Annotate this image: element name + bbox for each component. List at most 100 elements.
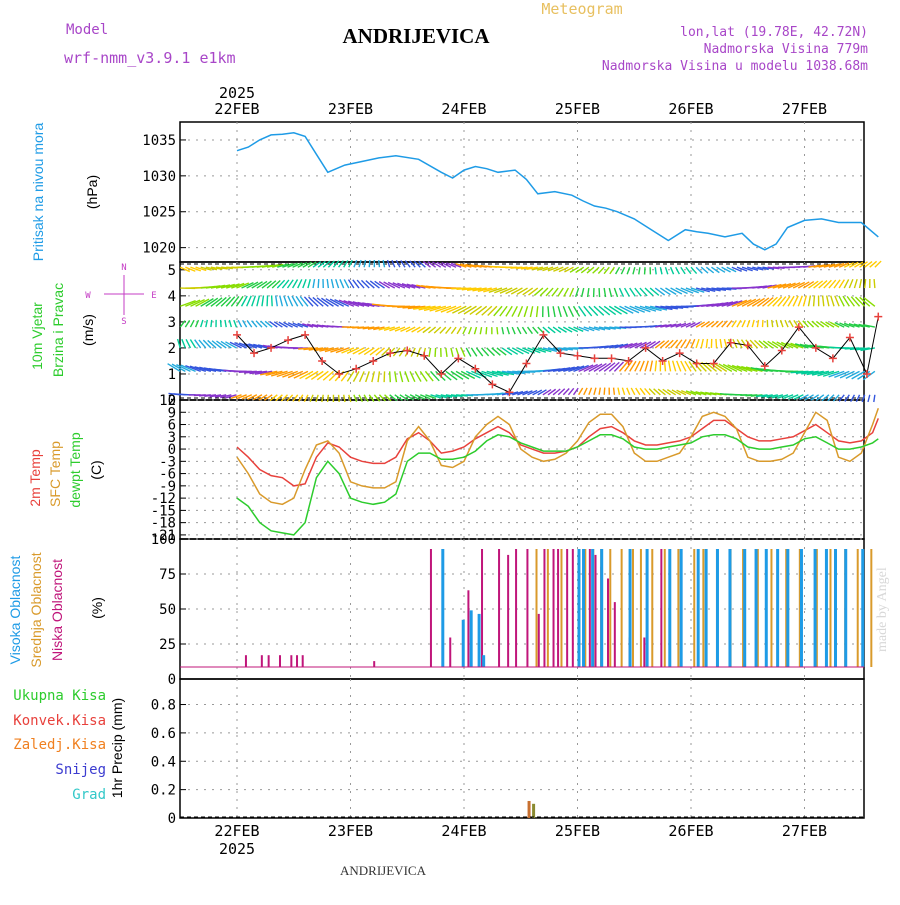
cloud-bar	[651, 549, 653, 667]
wind-barb	[344, 395, 345, 402]
cloud-bar	[770, 549, 772, 667]
wind-barb	[614, 388, 615, 395]
wind-speed-marker	[318, 357, 326, 365]
sfc-ylabel: SFC Temp	[47, 441, 63, 507]
cloud-bar	[430, 549, 432, 667]
cloud-bar	[643, 638, 645, 668]
cloud-bar	[279, 655, 281, 667]
cloud-bar	[566, 549, 568, 667]
wind-barb	[627, 388, 630, 395]
wind-barb	[185, 320, 189, 327]
cloud-bar	[660, 549, 662, 667]
wind-barb	[622, 388, 624, 395]
wind-barb	[486, 327, 487, 334]
wind-barb	[757, 320, 758, 327]
cloud-bar	[543, 549, 545, 667]
wind-barb	[225, 320, 226, 327]
wind-barb	[691, 267, 697, 273]
wind-barb	[369, 260, 370, 267]
wind-barb	[701, 339, 703, 348]
series-line-2m-temp	[237, 418, 878, 486]
wind-ylabel-2: Brzina i Pravac	[50, 283, 66, 377]
compass-west: W	[85, 291, 91, 301]
wind-barb	[863, 371, 874, 379]
cloud-bar	[582, 549, 585, 667]
wind-barb	[435, 348, 436, 357]
wind-barb	[665, 288, 676, 294]
wind-barb	[276, 296, 278, 307]
cloud-bar	[536, 549, 538, 667]
wind-barb	[860, 279, 862, 288]
wind-barb	[696, 339, 699, 348]
day-label-bottom: 27FEB	[782, 822, 827, 840]
wind-barb	[716, 339, 717, 348]
wind-barb	[742, 320, 745, 327]
wind-barb	[610, 267, 615, 274]
cloud-bar	[697, 549, 700, 667]
cloud-bar	[857, 549, 859, 667]
wind-unit: (m/s)	[80, 314, 96, 346]
wind-barb	[383, 260, 384, 267]
wind-barb	[772, 320, 773, 327]
cloud-bar	[538, 614, 540, 667]
wind-barb	[201, 320, 203, 327]
compass-east: E	[151, 291, 156, 301]
wind-barb	[621, 267, 624, 274]
wind-barb	[446, 371, 457, 379]
wind-barb	[446, 327, 451, 333]
wind-barb	[293, 280, 298, 289]
panel-frame-pressure	[180, 122, 864, 262]
wind-barb	[480, 327, 481, 334]
wind-barb	[868, 395, 870, 402]
legend-conv-precip: Konvek.Kisa	[13, 713, 106, 729]
wind-speed-marker	[591, 354, 599, 362]
precip-ylabel: 1hr Precip (mm)	[109, 698, 125, 798]
wind-barb	[196, 320, 199, 327]
wind-speed-marker	[284, 336, 292, 344]
wind-barb	[579, 388, 583, 395]
wind-barb	[604, 267, 609, 273]
cloud-bar	[462, 620, 465, 667]
meteogram-title: Meteogram	[541, 0, 622, 18]
compass-north: N	[121, 263, 126, 273]
wind-barb	[835, 296, 839, 306]
wind-barb	[339, 395, 340, 402]
wind-barb	[457, 327, 461, 334]
cloud-bar	[515, 549, 517, 667]
wind-barb	[308, 279, 310, 288]
wind-barb	[405, 371, 409, 382]
cloud-bar	[591, 549, 594, 667]
wind-barb	[844, 279, 848, 288]
y-tick-label: 25	[159, 637, 176, 653]
wind-barb	[466, 348, 471, 357]
wind-barb	[272, 295, 273, 306]
wind-barb	[206, 320, 208, 327]
cloud-bar	[557, 549, 559, 667]
y-tick-label: 75	[159, 567, 176, 583]
wind-barb	[313, 279, 314, 288]
wind-barb	[558, 306, 561, 317]
wind-barb	[618, 388, 620, 395]
wind-barb	[785, 320, 788, 327]
temp2m-ylabel: 2m Temp	[27, 449, 43, 507]
wind-barb	[234, 320, 237, 327]
wind-barb	[686, 339, 691, 348]
wind-barb	[686, 267, 691, 274]
wind-barb	[574, 306, 580, 316]
wind-barb	[650, 361, 652, 372]
wind-barb	[691, 339, 695, 348]
model-altitude-label: Nadmorska Visina u modelu 1038.68m	[602, 59, 868, 74]
wind-barb	[865, 279, 866, 288]
series-line-pressure	[237, 133, 878, 250]
wind-speed-marker	[522, 360, 530, 368]
wind-barb	[390, 371, 391, 382]
legend-total-precip: Ukupna Kisa	[13, 688, 106, 704]
panel-frame-temperature	[180, 400, 864, 539]
wind-barb	[257, 296, 260, 307]
wind-barb	[344, 279, 349, 288]
wind-barb	[660, 267, 662, 274]
wind-barb	[604, 388, 605, 395]
wind-barb	[323, 371, 333, 380]
wind-barb	[304, 297, 313, 306]
